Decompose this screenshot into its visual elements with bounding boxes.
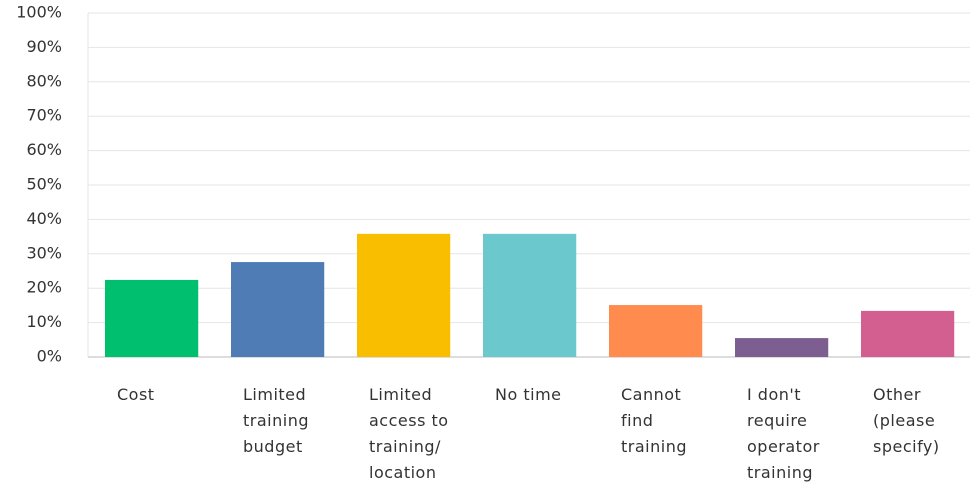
y-tick-label: 10% xyxy=(26,312,62,331)
x-tick-label: No time xyxy=(495,385,562,404)
y-tick-label: 70% xyxy=(26,106,62,125)
bar xyxy=(357,233,451,357)
x-tick-label: Limited access to training/ location xyxy=(369,385,449,482)
bar xyxy=(609,305,703,357)
y-tick-label: 60% xyxy=(26,140,62,159)
x-tick-label: Cannot find training xyxy=(621,385,687,456)
x-tick-label: I don't require operator training xyxy=(747,385,820,482)
y-tick-label: 100% xyxy=(16,3,62,22)
y-tick-label: 40% xyxy=(26,209,62,228)
y-tick-label: 30% xyxy=(26,243,62,262)
y-tick-label: 0% xyxy=(37,347,62,366)
bar xyxy=(231,262,325,357)
bar xyxy=(861,310,955,357)
y-tick-label: 90% xyxy=(26,37,62,56)
x-tick-label: Limited training budget xyxy=(243,385,309,456)
bar xyxy=(735,338,829,357)
y-tick-label: 50% xyxy=(26,175,62,194)
y-tick-label: 20% xyxy=(26,278,62,297)
x-tick-label: Cost xyxy=(117,385,155,404)
bar xyxy=(483,233,577,357)
bar xyxy=(105,279,199,357)
x-tick-label: Other (please specify) xyxy=(873,385,940,456)
y-tick-label: 80% xyxy=(26,71,62,90)
